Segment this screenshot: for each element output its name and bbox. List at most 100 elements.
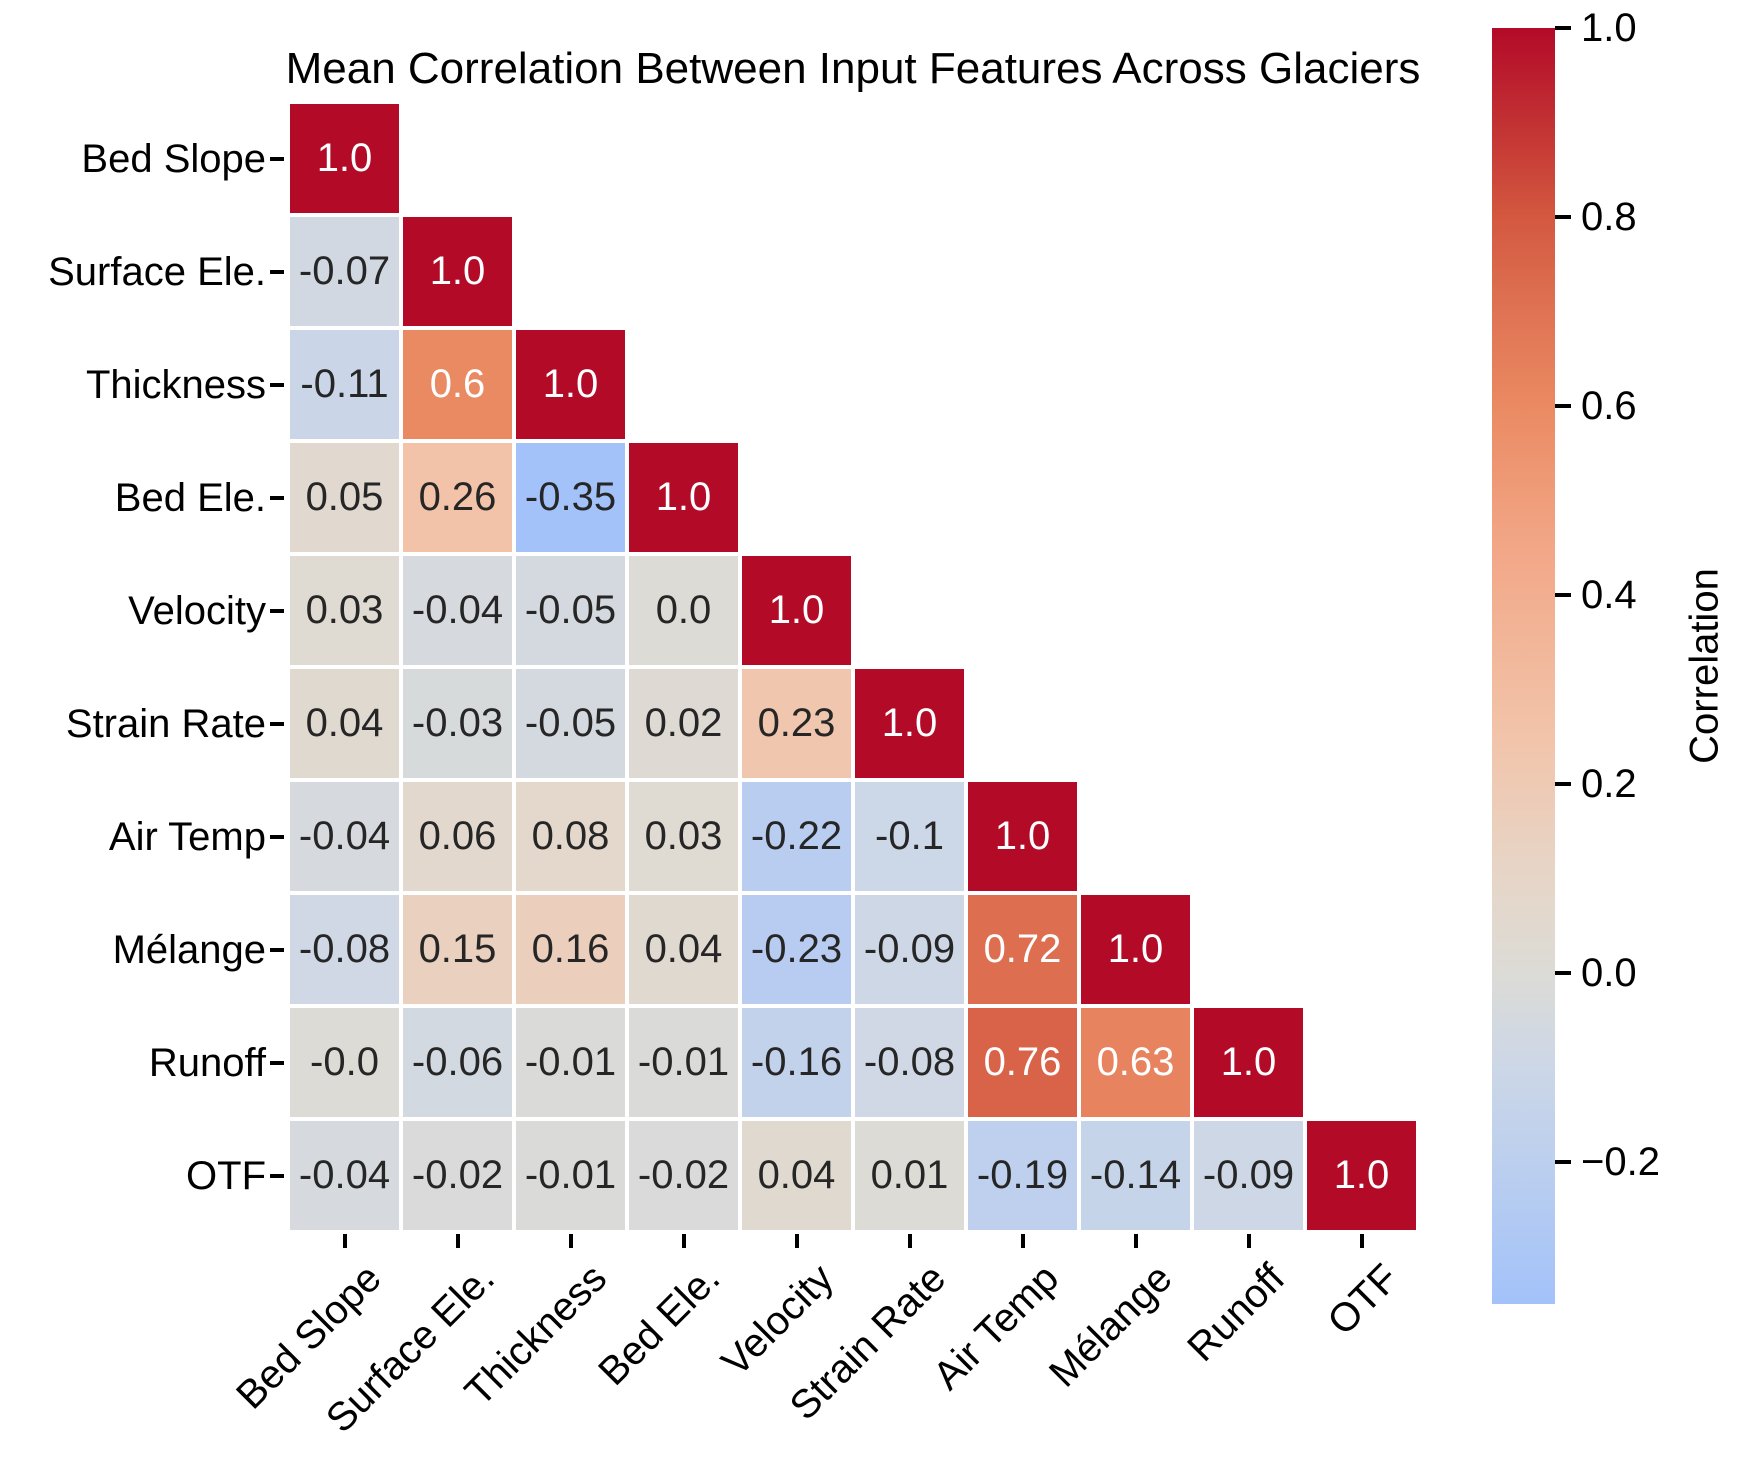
cell-value: 1.0 [768, 588, 825, 632]
colorbar-tick-label: −0.2 [1581, 1140, 1660, 1185]
heatmap-cell: -0.01 [629, 1008, 738, 1117]
cell-value: -0.23 [750, 927, 843, 971]
colorbar-tick [1555, 1160, 1571, 1165]
cell-value: 0.02 [644, 701, 723, 745]
heatmap-cell: -0.23 [742, 895, 851, 1004]
heatmap-cell: 1.0 [516, 330, 625, 439]
heatmap-cell: -0.35 [516, 443, 625, 552]
cell-value: 0.63 [1096, 1040, 1175, 1084]
cell-value: 0.16 [531, 927, 610, 971]
heatmap-cell: 1.0 [742, 556, 851, 665]
y-axis-label: Strain Rate [65, 701, 266, 746]
y-axis-label: Bed Ele. [114, 475, 266, 520]
cell-value: -0.08 [863, 1040, 956, 1084]
cell-value: -0.1 [875, 814, 944, 858]
heatmap-cell: 0.15 [403, 895, 512, 1004]
cell-value: 0.05 [305, 475, 384, 519]
cell-value: 1.0 [1220, 1040, 1277, 1084]
x-axis-label: Bed Ele. [590, 1256, 729, 1395]
heatmap-cell: 0.16 [516, 895, 625, 1004]
cell-value: 1.0 [1333, 1153, 1390, 1197]
cell-value: -0.02 [411, 1153, 504, 1197]
cell-value: 0.06 [418, 814, 497, 858]
heatmap-cell: -0.0 [290, 1008, 399, 1117]
y-tick [270, 382, 284, 387]
cell-value: -0.04 [298, 814, 391, 858]
cell-value: 0.23 [757, 701, 836, 745]
colorbar-tick [1555, 215, 1571, 220]
cell-value: 0.03 [305, 588, 384, 632]
heatmap-cell: 1.0 [629, 443, 738, 552]
heatmap-cell: -0.14 [1081, 1121, 1190, 1230]
cell-value: 0.04 [757, 1153, 836, 1197]
heatmap-cell: 1.0 [1194, 1008, 1303, 1117]
cell-value: 0.01 [870, 1153, 949, 1197]
colorbar-tick-label: 0.6 [1581, 384, 1637, 429]
colorbar-tick-label: 0.4 [1581, 573, 1637, 618]
heatmap-cell: -0.05 [516, 556, 625, 665]
cell-value: -0.05 [524, 588, 617, 632]
heatmap-cell: -0.09 [1194, 1121, 1303, 1230]
heatmap-cell: 0.06 [403, 782, 512, 891]
cell-value: 1.0 [316, 136, 373, 180]
cell-value: 0.76 [983, 1040, 1062, 1084]
y-tick [270, 721, 284, 726]
heatmap-cell: 0.01 [855, 1121, 964, 1230]
cell-value: -0.14 [1089, 1153, 1182, 1197]
cell-value: 0.15 [418, 927, 497, 971]
heatmap-cell: 0.26 [403, 443, 512, 552]
y-tick [270, 156, 284, 161]
colorbar-tick-label: 0.0 [1581, 951, 1637, 996]
x-tick [907, 1234, 912, 1248]
colorbar-tick [1555, 593, 1571, 598]
heatmap-cell: 0.23 [742, 669, 851, 778]
cell-value: -0.09 [1202, 1153, 1295, 1197]
heatmap-cell: -0.08 [290, 895, 399, 1004]
cell-value: -0.04 [411, 588, 504, 632]
y-tick [270, 947, 284, 952]
colorbar-tick [1555, 26, 1571, 30]
x-tick [1359, 1234, 1364, 1248]
cell-value: 1.0 [994, 814, 1051, 858]
cell-value: 0.6 [429, 362, 486, 406]
cell-value: -0.35 [524, 475, 617, 519]
heatmap-cell: -0.09 [855, 895, 964, 1004]
x-axis-label: Mélange [1041, 1256, 1181, 1396]
y-axis-label: Runoff [148, 1040, 266, 1085]
cell-value: -0.05 [524, 701, 617, 745]
x-axis-label: OTF [1318, 1256, 1407, 1344]
heatmap-cell: -0.11 [290, 330, 399, 439]
cell-value: 1.0 [542, 362, 599, 406]
heatmap-cell: -0.02 [403, 1121, 512, 1230]
colorbar-tick [1555, 782, 1571, 787]
heatmap-cell: 0.0 [629, 556, 738, 665]
heatmap-cell: -0.08 [855, 1008, 964, 1117]
y-axis-label: Surface Ele. [48, 249, 266, 294]
heatmap-cell: -0.07 [290, 217, 399, 326]
y-tick [270, 608, 284, 613]
y-tick [270, 1060, 284, 1065]
heatmap-cell: 0.63 [1081, 1008, 1190, 1117]
y-axis-label: Thickness [85, 362, 266, 407]
heatmap-cell: 0.08 [516, 782, 625, 891]
y-axis-label: Air Temp [108, 814, 266, 859]
heatmap-cell: -0.01 [516, 1008, 625, 1117]
heatmap-cell: 0.6 [403, 330, 512, 439]
x-tick [1133, 1234, 1138, 1248]
cell-value: -0.08 [298, 927, 391, 971]
x-axis-label: Air Temp [925, 1256, 1068, 1399]
heatmap-cell: -0.16 [742, 1008, 851, 1117]
cell-value: -0.01 [637, 1040, 730, 1084]
cell-value: -0.01 [524, 1040, 617, 1084]
colorbar-tick-label: 0.2 [1581, 762, 1637, 807]
cell-value: 0.72 [983, 927, 1062, 971]
x-tick [568, 1234, 573, 1248]
heatmap-cell: 0.03 [290, 556, 399, 665]
heatmap-cell: 0.72 [968, 895, 1077, 1004]
cell-value: 0.04 [644, 927, 723, 971]
colorbar-tick [1555, 971, 1571, 976]
heatmap-cell: 0.02 [629, 669, 738, 778]
y-tick [270, 269, 284, 274]
cell-value: 1.0 [429, 249, 486, 293]
